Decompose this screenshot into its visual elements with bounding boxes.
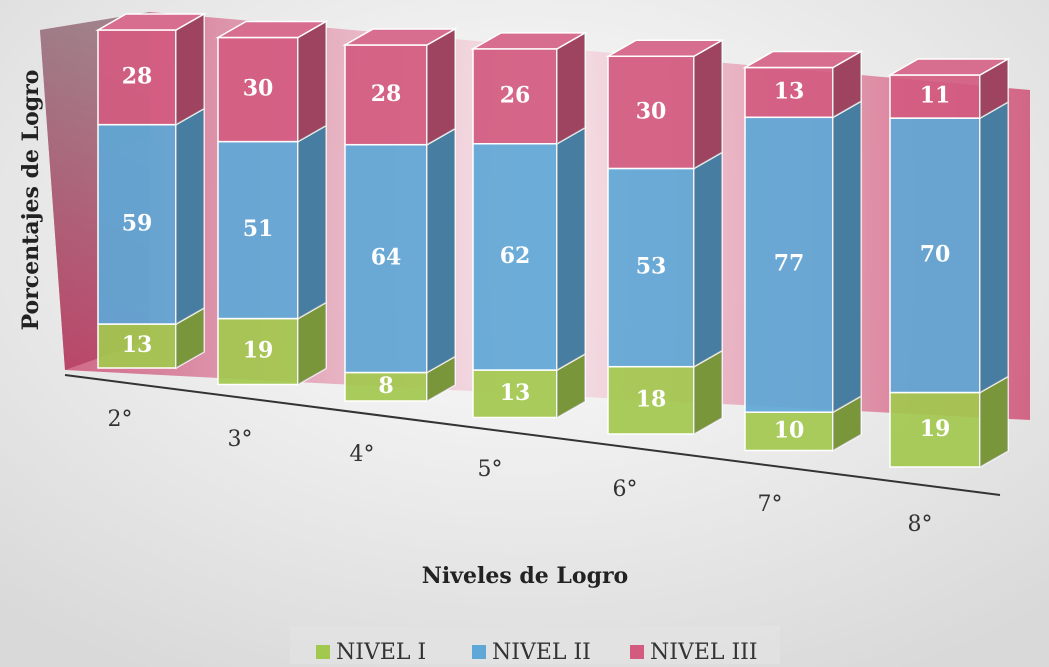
data-label: 53 — [636, 254, 667, 280]
bar-side-shade — [427, 128, 455, 373]
bar-side-shade — [694, 350, 722, 434]
data-label: 28 — [122, 63, 153, 89]
data-label: 28 — [371, 81, 402, 107]
bar-top-shade — [473, 32, 585, 49]
data-label: 26 — [500, 82, 531, 108]
bar-top — [95, 13, 207, 31]
bar-top-shade — [890, 59, 1008, 75]
data-label: 19 — [920, 416, 951, 442]
x-axis-title: Niveles de Logro — [422, 563, 628, 589]
data-label: 10 — [774, 417, 805, 443]
bar-segment — [889, 74, 981, 119]
bar-top-shade — [218, 21, 326, 38]
data-label: 13 — [774, 78, 805, 104]
bar-segment — [217, 36, 299, 143]
bar-side-shade — [298, 302, 326, 385]
x-tick-label: 3° — [228, 427, 253, 452]
bar-top — [215, 20, 329, 39]
bar-segment — [607, 365, 695, 435]
bar-top — [342, 28, 458, 46]
legend-label: NIVEL I — [336, 640, 426, 665]
bar-side-shade — [557, 32, 585, 144]
bar-top — [887, 58, 1011, 76]
legend-swatch — [472, 645, 486, 659]
floor-line — [64, 374, 1001, 496]
bar-segment — [97, 29, 177, 126]
bar-top-shade — [608, 40, 722, 57]
bar-top-shade — [745, 51, 861, 68]
legend-box — [290, 626, 780, 664]
bar-side-shade — [427, 29, 455, 145]
bar-side-shade — [980, 376, 1008, 467]
data-label: 51 — [243, 216, 274, 242]
bar-side-shade — [694, 40, 722, 169]
bar-segment — [344, 143, 428, 374]
bar-segment — [607, 55, 695, 170]
data-label: 77 — [774, 251, 805, 277]
data-label: 30 — [636, 98, 667, 124]
legend-swatch — [630, 645, 644, 659]
x-tick-label: 6° — [613, 477, 638, 502]
bar-top — [742, 50, 864, 69]
bar-side-shade — [694, 152, 722, 367]
data-label: 62 — [500, 243, 531, 269]
bar-side-shade — [833, 101, 861, 413]
bar-top-shade — [98, 14, 204, 30]
bar-side-shade — [298, 21, 326, 142]
x-tick-label: 2° — [108, 407, 133, 432]
bar-segment — [472, 143, 558, 371]
bar-segment — [344, 44, 428, 146]
bar-side-shade — [557, 354, 585, 418]
data-label: 13 — [122, 332, 153, 358]
data-label: 59 — [122, 210, 153, 236]
bar-side-shade — [980, 59, 1008, 119]
data-label: 19 — [243, 338, 274, 364]
legend-label: NIVEL II — [492, 640, 591, 665]
bar-side-shade — [833, 396, 861, 451]
bar-segment — [889, 117, 981, 394]
data-label: 70 — [920, 241, 951, 267]
bar-side-shade — [176, 308, 204, 368]
bar-segment — [889, 391, 981, 468]
x-tick-label: 7° — [758, 492, 783, 517]
data-label: 30 — [243, 76, 274, 102]
bar-side-shade — [176, 108, 204, 325]
data-label: 64 — [371, 245, 402, 271]
data-label: 8 — [378, 373, 393, 399]
bar-top-shade — [345, 29, 455, 45]
x-tick-label: 4° — [350, 442, 375, 467]
bar-side-shade — [427, 356, 455, 401]
bar-side-shade — [298, 125, 326, 319]
y-axis-title: Porcentajes de Logro — [18, 70, 44, 331]
data-label: 13 — [500, 380, 531, 406]
bar-side-shade — [980, 102, 1008, 393]
bar-side-shade — [833, 51, 861, 118]
bar-top — [470, 32, 588, 50]
bar-side-shade — [557, 127, 585, 371]
data-label: 11 — [920, 83, 951, 109]
x-tick-label: 8° — [908, 512, 933, 537]
bar-side-shade — [176, 14, 204, 125]
legend-swatch — [316, 645, 330, 659]
bar-top — [605, 39, 725, 58]
data-label: 18 — [636, 386, 667, 412]
legend-label: NIVEL III — [650, 640, 758, 665]
x-tick-label: 5° — [478, 457, 503, 482]
